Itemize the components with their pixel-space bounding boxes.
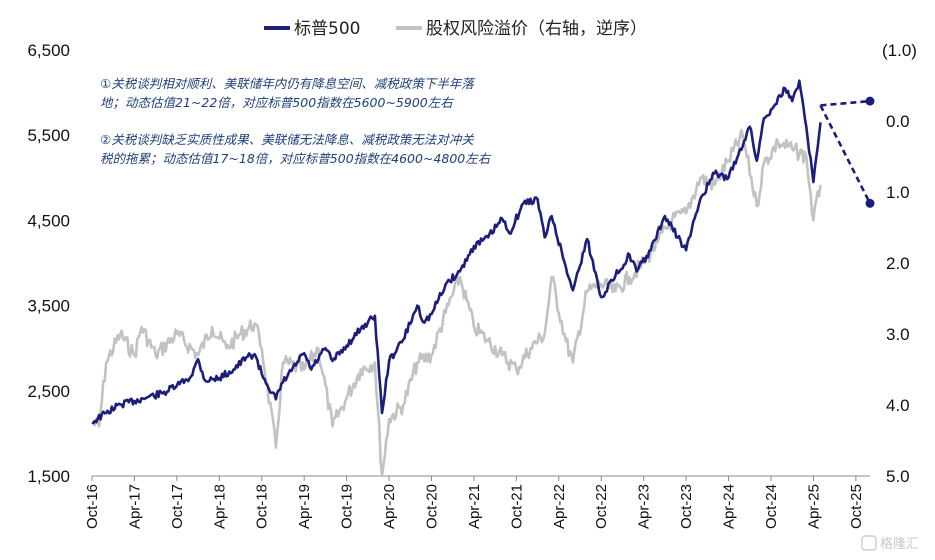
legend-label-sp500: 标普500 [294, 19, 360, 39]
y-right-tick-label: (1.0) [882, 41, 917, 60]
y-left-tick-label: 2,500 [27, 382, 70, 401]
y-left-tick-label: 3,500 [27, 297, 70, 316]
x-tick-label: Oct-16 [84, 484, 101, 529]
x-tick-label: Oct-23 [678, 484, 695, 529]
x-tick-label: Oct-17 [169, 484, 186, 529]
y-right-tick-label: 2.0 [886, 254, 910, 273]
x-tick-label: Apr-25 [805, 484, 822, 529]
x-tick-label: Apr-22 [551, 484, 568, 529]
x-tick-label: Apr-19 [296, 484, 313, 529]
annotation-line-3: ②关税谈判缺乏实质性成果、美联储无法降息、减税政策无法对冲关 [100, 132, 474, 147]
watermark-text: 格隆汇 [880, 536, 919, 552]
x-tick-label: Oct-22 [593, 484, 610, 529]
y-left-tick-label: 1,500 [27, 467, 70, 486]
annotation-line-4: 税的拖累；动态估值17~18倍，对应标普500指数在4600~4800左右 [100, 151, 492, 166]
legend-label-erp: 股权风险溢价（右轴，逆序） [426, 19, 647, 39]
y-left-tick-label: 6,500 [27, 41, 70, 60]
x-tick-label: Oct-18 [254, 484, 271, 529]
legend: 标普500 股权风险溢价（右轴，逆序） [264, 19, 647, 39]
annotations: ①关税谈判相对顺利、美联储年内仍有降息空间、减税政策下半年落 地；动态估值21~… [100, 76, 492, 166]
x-tick-label: Oct-21 [508, 484, 525, 529]
x-tick-label: Oct-19 [339, 484, 356, 529]
y-right-tick-label: 3.0 [886, 325, 910, 344]
forecast-optimistic-point [865, 96, 875, 106]
x-tick-label: Oct-20 [423, 484, 440, 529]
y-left-tick-label: 4,500 [27, 211, 70, 230]
y-right-tick-label: 0.0 [886, 112, 910, 131]
forecast-pessimistic-point [865, 198, 875, 208]
x-tick-label: Apr-18 [211, 484, 228, 529]
x-tick-label: Apr-23 [636, 484, 653, 529]
x-tick-label: Apr-20 [381, 484, 398, 529]
x-tick-label: Apr-17 [126, 484, 143, 529]
series-layer [91, 79, 875, 478]
x-tick-label: Apr-24 [721, 484, 738, 529]
y-right-tick-label: 1.0 [886, 183, 910, 202]
x-tick-label: Oct-24 [763, 484, 780, 529]
annotation-line-2: 地；动态估值21~22倍，对应标普500指数在5600~5900左右 [100, 95, 454, 110]
y-right-tick-label: 4.0 [886, 396, 910, 415]
x-tick-label: Oct-25 [848, 484, 865, 529]
annotation-line-1: ①关税谈判相对顺利、美联储年内仍有降息空间、减税政策下半年落 [100, 76, 476, 91]
watermark: 格隆汇 [861, 535, 919, 552]
forecast-optimistic-line [820, 99, 871, 107]
series-sp500-line [91, 79, 822, 425]
watermark-logo-icon [861, 535, 877, 551]
series-erp-line [91, 128, 822, 478]
axes: Oct-16 Apr-17 Oct-17 Apr-18 Oct-18 Apr-19 Oct-… [27, 41, 917, 529]
y-left-tick-label: 5,500 [27, 126, 70, 145]
x-tick-label: Apr-21 [466, 484, 483, 529]
y-right-tick-label: 5.0 [886, 467, 910, 486]
forecast-pessimistic-line [819, 104, 872, 204]
